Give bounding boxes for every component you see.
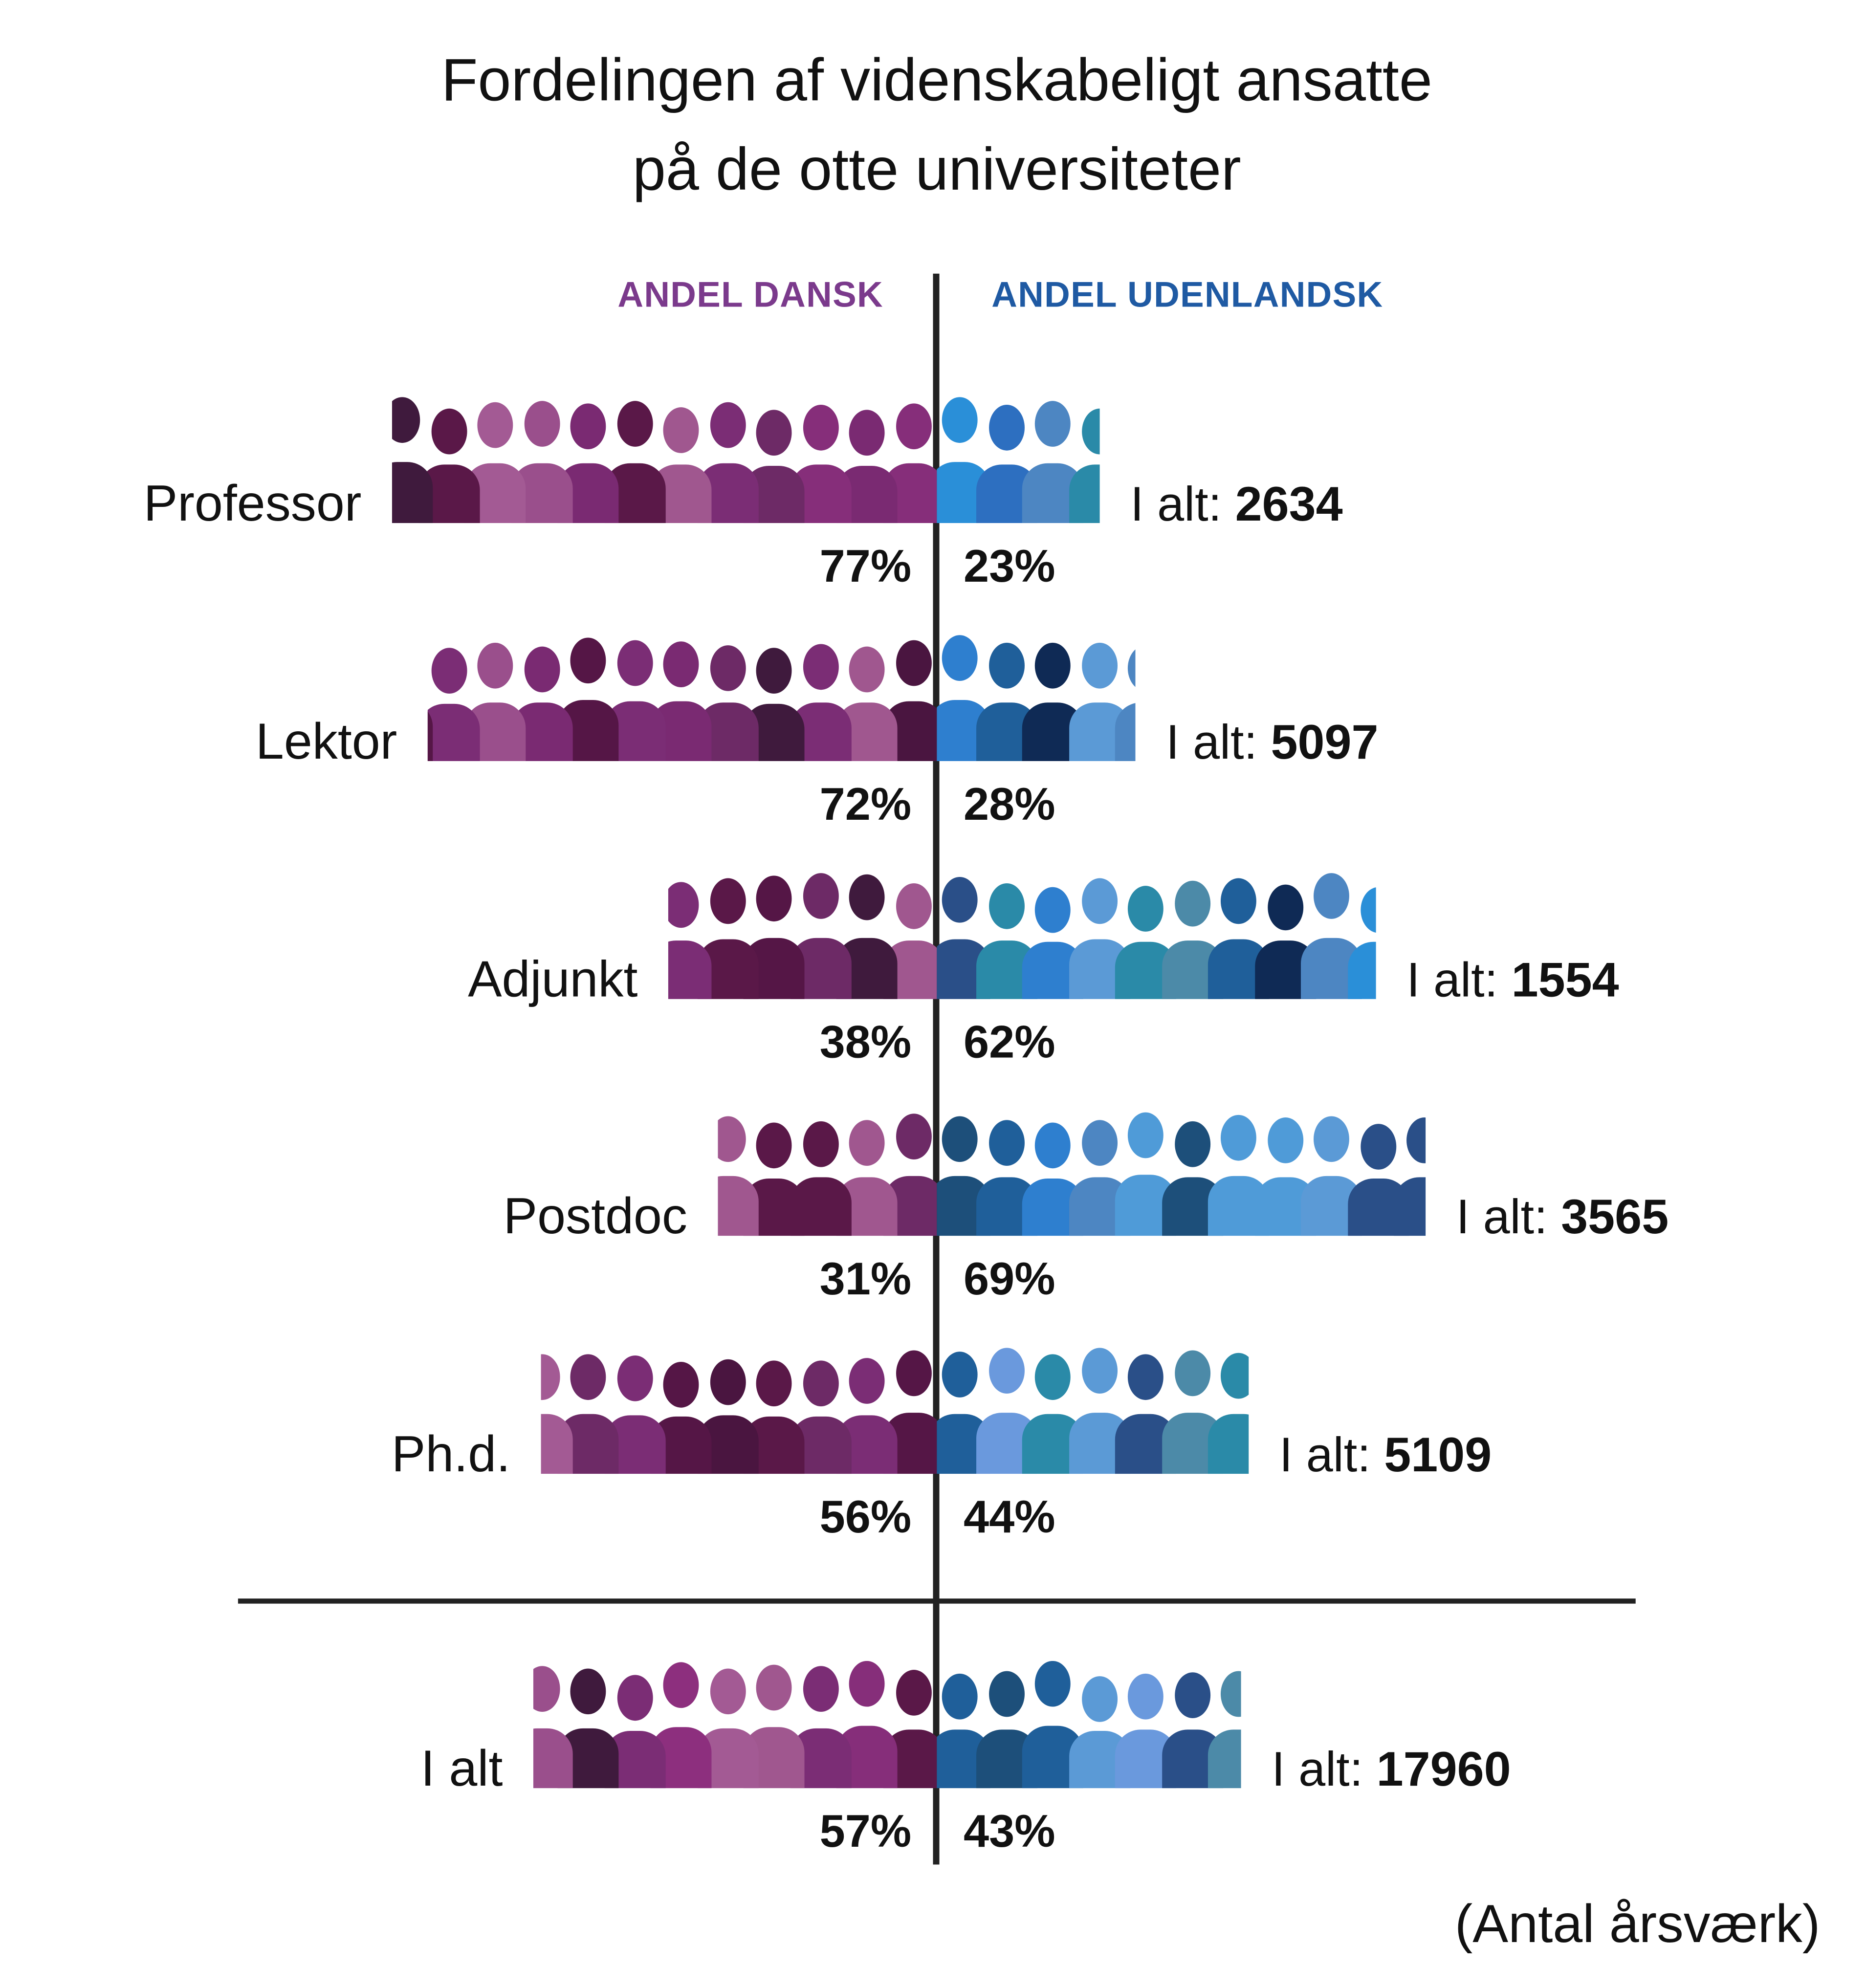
foreign-person-icon [1207,1671,1241,1789]
total-prefix: I alt: [1165,716,1271,770]
danish-person-icon [392,397,433,524]
category-label: Postdoc [503,1188,687,1245]
danish-person-icon [718,1116,758,1236]
foreign-person-icon [1394,1117,1426,1236]
total-value: 5109 [1384,1429,1492,1483]
danish-percent-label: 56% [819,1490,912,1543]
legend-danish: ANDEL DANSK [617,275,883,315]
foreign-person-icon [1347,887,1376,999]
danish-side [668,872,937,999]
foreign-side [937,396,1100,524]
danish-person-icon [668,882,712,999]
danish-percent-label: 77% [819,539,912,592]
foreign-side [937,1347,1249,1474]
total-prefix: I alt: [1272,1744,1377,1797]
foreign-percent-label: 28% [964,777,1055,830]
total-prefix: I alt: [1406,954,1512,1008]
foreign-side [937,1109,1426,1236]
foreign-side [937,634,1136,762]
danish-person-icon [541,1354,572,1474]
foreign-percent-label: 44% [964,1490,1055,1543]
foreign-person-icon [1115,645,1136,762]
category-label: Professor [143,476,362,532]
total-label: I alt: 1554 [1406,955,1619,1009]
title-line-2: på de otte universiteter [632,134,1241,202]
total-label: I alt: 3565 [1456,1191,1669,1246]
total-label: I alt: 5109 [1279,1429,1492,1484]
total-value: 3565 [1561,1191,1669,1245]
total-value: 17960 [1376,1744,1511,1797]
danish-percent-label: 57% [819,1805,912,1857]
foreign-person-icon [1068,408,1100,524]
foreign-side [937,1660,1241,1789]
danish-side [392,396,937,524]
danish-percent-label: 72% [819,777,912,830]
category-label: Adjunkt [468,952,638,1008]
foreign-percent-label: 69% [964,1252,1055,1305]
category-label: I alt [420,1741,503,1797]
legend-foreign: ANDEL UDENLANDSK [991,275,1383,315]
total-value: 1554 [1511,954,1619,1008]
danish-side [427,634,937,762]
danish-person-icon [427,648,480,762]
danish-side [541,1347,937,1474]
foreign-person-icon [1022,1660,1083,1789]
total-value: 5097 [1271,716,1379,770]
foreign-person-icon [1207,1353,1249,1474]
danish-side [533,1660,937,1789]
danish-percent-label: 31% [819,1252,912,1305]
chart-title: Fordelingen af videnskabeligt ansatte på… [0,36,1866,214]
foreign-percent-label: 23% [964,539,1055,592]
danish-side [718,1109,937,1236]
total-prefix: I alt: [1130,478,1235,532]
total-prefix: I alt: [1279,1429,1384,1483]
foreign-side [937,872,1376,999]
danish-person-icon [427,639,433,762]
title-line-1: Fordelingen af videnskabeligt ansatte [441,45,1432,113]
danish-person-icon [697,1359,758,1474]
category-label: Ph.d. [391,1426,511,1483]
total-prefix: I alt: [1456,1191,1561,1245]
total-label: I alt: 2634 [1130,479,1343,533]
danish-person-icon [533,1666,572,1789]
total-label: I alt: 5097 [1166,717,1379,771]
danish-person-icon [697,878,758,999]
category-label: Lektor [255,714,397,770]
total-label: I alt: 17960 [1272,1744,1511,1798]
foreign-percent-label: 43% [964,1805,1055,1857]
total-divider-line [238,1598,1636,1604]
total-value: 2634 [1235,478,1343,532]
unit-note: (Antal årsværk) [1454,1894,1821,1954]
foreign-percent-label: 62% [964,1015,1055,1068]
danish-percent-label: 38% [819,1015,912,1068]
foreign-person-icon [1068,642,1130,762]
